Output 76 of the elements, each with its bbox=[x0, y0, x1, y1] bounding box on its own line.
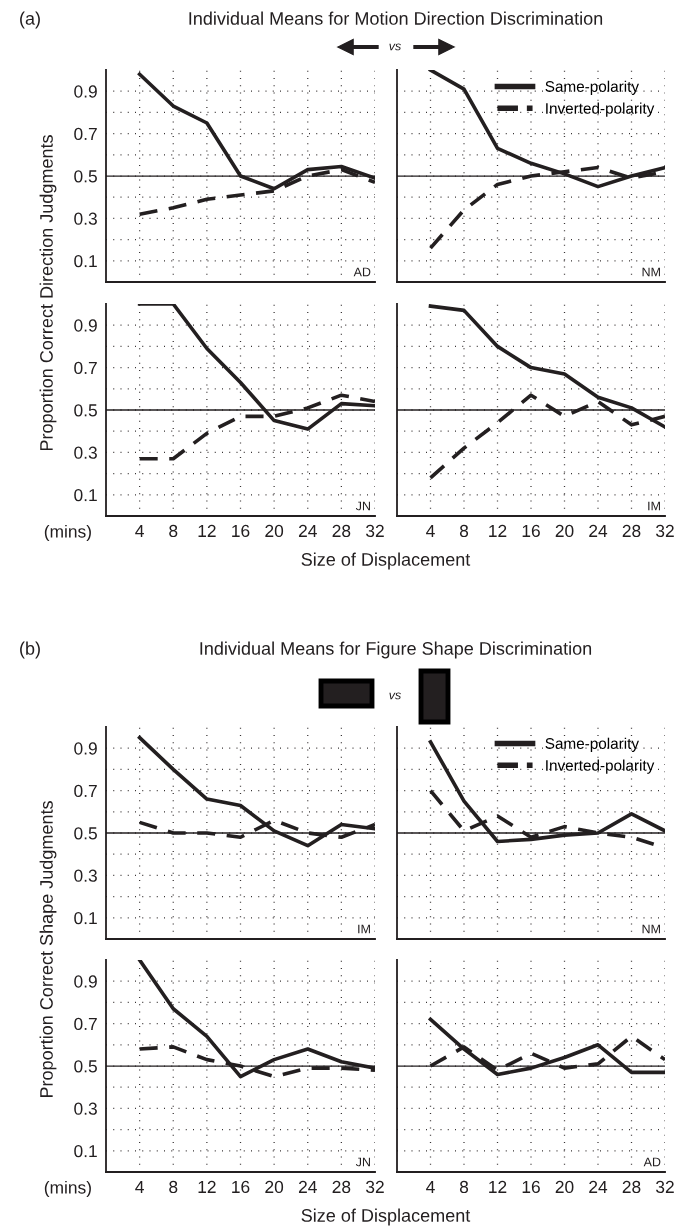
x-tick-label: 12 bbox=[489, 1180, 507, 1193]
x-tick-label: 32 bbox=[656, 1180, 674, 1194]
x-tick-label: 12 bbox=[198, 1180, 216, 1193]
annotation: AD bbox=[353, 267, 371, 277]
annotation: IM bbox=[358, 924, 370, 934]
text: (mins) bbox=[44, 524, 91, 542]
x-tick-label: 24 bbox=[589, 1180, 608, 1193]
x-tick-label: 4 bbox=[426, 524, 435, 537]
x-tick-label: 24 bbox=[298, 1180, 317, 1193]
y-tick-label: 0.5 bbox=[74, 170, 97, 183]
text: vs bbox=[389, 43, 401, 51]
x-tick-label: 16 bbox=[522, 1180, 540, 1194]
y-tick-label: 0.9 bbox=[74, 742, 97, 755]
x-tick-label: 8 bbox=[459, 524, 469, 538]
annotation: NM bbox=[642, 267, 660, 277]
y-tick-label: 0.5 bbox=[74, 827, 97, 840]
y-tick-label: 0.7 bbox=[74, 361, 97, 375]
legend-label: Same-polarity bbox=[545, 737, 639, 752]
x-tick-label: 32 bbox=[366, 1180, 384, 1194]
x-tick-label: 20 bbox=[265, 524, 284, 538]
x-tick-label: 8 bbox=[169, 524, 178, 538]
x-tick-label: 20 bbox=[265, 1180, 284, 1194]
y-tick-label: 0.7 bbox=[74, 127, 97, 141]
x-tick-label: 16 bbox=[522, 524, 540, 538]
y-tick-label: 0.9 bbox=[74, 85, 97, 98]
x-axis-title: Size of Displacement bbox=[301, 1208, 471, 1226]
x-tick-label: 4 bbox=[135, 1180, 144, 1193]
annotation: NM bbox=[642, 924, 660, 934]
text: vs bbox=[389, 692, 401, 700]
y-tick-label: 0.1 bbox=[74, 488, 97, 502]
x-tick-label: 12 bbox=[198, 524, 216, 537]
y-tick-label: 0.1 bbox=[74, 1144, 97, 1158]
x-axis-title: Size of Displacement bbox=[301, 552, 471, 570]
y-tick-label: 0.5 bbox=[74, 404, 97, 417]
x-tick-label: 24 bbox=[589, 524, 608, 537]
y-tick-label: 0.1 bbox=[74, 911, 97, 925]
y-tick-label: 0.7 bbox=[74, 784, 97, 798]
y-tick-label: 0.7 bbox=[74, 1017, 97, 1031]
x-tick-label: 16 bbox=[232, 524, 250, 538]
x-tick-label: 32 bbox=[656, 524, 674, 538]
y-tick-label: 0.3 bbox=[74, 446, 97, 459]
y-axis-title: Proportion Correct Shape Judgments bbox=[39, 801, 57, 1098]
y-tick-label: 0.3 bbox=[74, 869, 97, 882]
x-tick-label: 28 bbox=[332, 1180, 351, 1194]
chart-title: Individual Means for Motion Direction Discrimination bbox=[189, 11, 603, 25]
x-tick-label: 20 bbox=[555, 524, 574, 538]
y-tick-label: 0.9 bbox=[74, 319, 97, 332]
x-tick-label: 4 bbox=[426, 1180, 435, 1193]
legend-label: Inverted-polarity bbox=[546, 102, 655, 117]
legend-label: Same-polarity bbox=[545, 80, 639, 95]
x-tick-label: 28 bbox=[622, 1180, 641, 1194]
text: (mins) bbox=[44, 1180, 91, 1198]
legend-label: Inverted-polarity bbox=[546, 759, 655, 774]
y-tick-label: 0.5 bbox=[74, 1060, 97, 1073]
y-tick-label: 0.3 bbox=[74, 1102, 97, 1115]
x-tick-label: 24 bbox=[298, 524, 317, 537]
x-tick-label: 28 bbox=[332, 524, 351, 538]
chart-title: Individual Means for Figure Shape Discrimination bbox=[200, 641, 592, 659]
annotation: AD bbox=[643, 1157, 661, 1167]
x-tick-label: 8 bbox=[169, 1180, 178, 1194]
text: (a) bbox=[20, 11, 40, 29]
x-tick-label: 8 bbox=[459, 1180, 469, 1194]
x-tick-label: 20 bbox=[555, 1180, 574, 1194]
x-tick-label: 28 bbox=[622, 524, 641, 538]
text: (b) bbox=[20, 641, 40, 659]
x-tick-label: 4 bbox=[135, 524, 144, 537]
x-tick-label: 12 bbox=[489, 524, 507, 537]
annotation: JN bbox=[355, 501, 370, 511]
y-axis-title: Proportion Correct Direction Judgments bbox=[39, 135, 57, 451]
y-tick-label: 0.9 bbox=[74, 975, 97, 988]
x-tick-label: 32 bbox=[366, 524, 384, 538]
annotation: JN bbox=[355, 1157, 370, 1167]
annotation: IM bbox=[648, 501, 660, 511]
x-tick-label: 16 bbox=[232, 1180, 250, 1194]
y-tick-label: 0.1 bbox=[74, 254, 97, 268]
y-tick-label: 0.3 bbox=[74, 212, 97, 225]
